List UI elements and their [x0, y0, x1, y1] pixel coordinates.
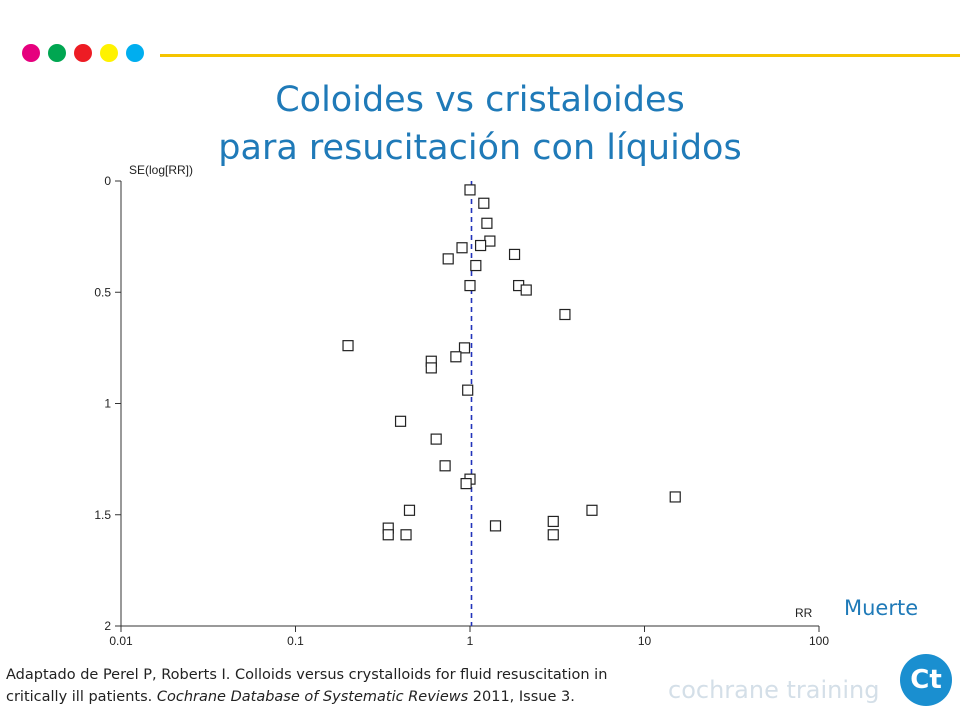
header-dot-5: [126, 44, 144, 62]
study-point: [382, 529, 394, 541]
study-point: [342, 340, 354, 352]
y-tick-label: 1: [104, 397, 111, 411]
study-point: [462, 384, 474, 396]
study-point: [470, 259, 482, 272]
study-point: [456, 242, 468, 254]
y-tick-label: 0.5: [94, 285, 111, 299]
slide-title-line-2: para resucitación con líquidos: [218, 128, 742, 168]
study-point: [508, 248, 521, 261]
study-point: [520, 284, 532, 296]
study-point: [460, 478, 472, 490]
study-point: [484, 235, 496, 247]
study-point: [478, 197, 490, 209]
study-point: [464, 184, 476, 196]
citation-text: Adaptado de Perel P, Roberts I. Colloids…: [6, 667, 608, 705]
study-point: [442, 253, 454, 265]
outcome-label: Muerte: [844, 596, 919, 620]
source-citation: Adaptado de Perel P, Roberts I. Colloids…: [6, 664, 646, 708]
x-axis-label: RR: [795, 606, 813, 620]
y-tick-label: 1.5: [94, 508, 111, 522]
y-axis-label: SE(log[RR]): [129, 163, 193, 177]
citation-issue: 2011, Issue 3.: [468, 689, 575, 705]
header-dot-4: [100, 44, 118, 62]
study-point: [547, 529, 559, 541]
y-tick-label: 0: [104, 174, 111, 188]
slide-title-line-1: Coloides vs cristaloides: [275, 80, 685, 120]
study-point: [547, 515, 559, 528]
citation-journal: Cochrane Database of Systematic Reviews: [156, 689, 469, 705]
header-dot-3: [74, 44, 92, 62]
study-point: [450, 351, 462, 363]
study-point: [474, 239, 487, 252]
x-tick-label: 10: [638, 634, 652, 648]
study-point: [439, 460, 451, 472]
cochrane-training-logo-icon: Ct: [900, 654, 952, 706]
study-point: [464, 279, 476, 292]
study-point: [430, 433, 442, 445]
study-point: [400, 529, 412, 541]
slide-title: Coloides vs cristaloides para resucitaci…: [0, 76, 960, 172]
study-point: [559, 308, 571, 321]
header-dots: [22, 44, 152, 64]
header-divider: [160, 54, 960, 57]
study-point: [458, 342, 471, 354]
x-tick-label: 0.1: [287, 634, 304, 648]
header-dot-2: [48, 44, 66, 62]
brand-wordmark: cochrane training: [668, 676, 880, 704]
x-tick-label: 0.01: [109, 634, 133, 648]
study-point: [481, 217, 493, 229]
study-point: [394, 415, 407, 427]
study-point: [425, 362, 437, 374]
x-tick-label: 1: [467, 634, 474, 648]
study-point: [403, 504, 416, 516]
header-dot-1: [22, 44, 40, 62]
y-tick-label: 2: [104, 619, 111, 633]
study-point: [489, 520, 502, 532]
study-point: [586, 504, 598, 516]
study-point: [669, 491, 681, 503]
x-tick-label: 100: [809, 634, 829, 648]
